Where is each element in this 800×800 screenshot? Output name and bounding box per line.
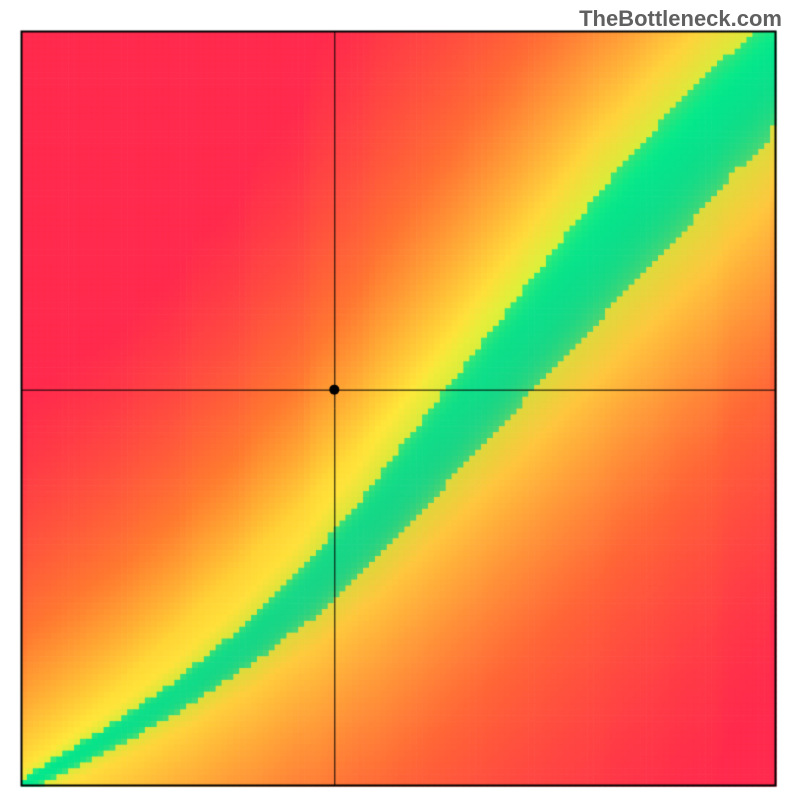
watermark-text: TheBottleneck.com [579, 6, 782, 32]
chart-container: { "canvas": { "width": 800, "height": 80… [0, 0, 800, 800]
heatmap-canvas [0, 0, 800, 800]
